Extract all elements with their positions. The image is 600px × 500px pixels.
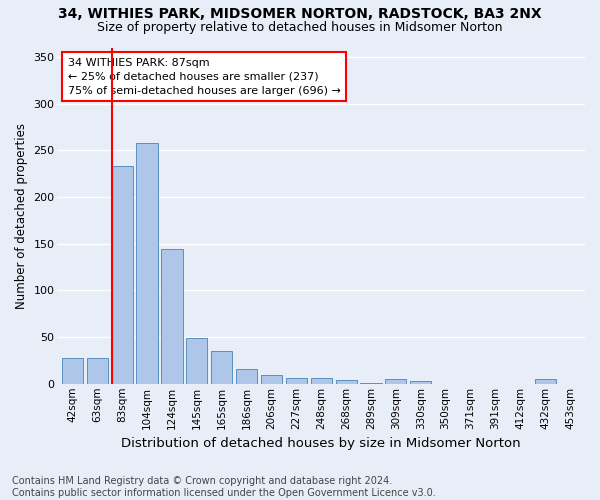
Bar	[261, 376, 282, 384]
Bar	[535, 379, 556, 384]
Text: 34 WITHIES PARK: 87sqm
← 25% of detached houses are smaller (237)
75% of semi-de: 34 WITHIES PARK: 87sqm ← 25% of detached…	[68, 58, 341, 96]
Bar	[112, 166, 133, 384]
Text: 34, WITHIES PARK, MIDSOMER NORTON, RADSTOCK, BA3 2NX: 34, WITHIES PARK, MIDSOMER NORTON, RADST…	[58, 8, 542, 22]
X-axis label: Distribution of detached houses by size in Midsomer Norton: Distribution of detached houses by size …	[121, 437, 521, 450]
Text: Size of property relative to detached houses in Midsomer Norton: Size of property relative to detached ho…	[97, 21, 503, 34]
Bar	[211, 351, 232, 384]
Bar	[385, 379, 406, 384]
Bar	[311, 378, 332, 384]
Bar	[361, 383, 382, 384]
Bar	[136, 143, 158, 384]
Bar	[286, 378, 307, 384]
Bar	[86, 358, 108, 384]
Bar	[62, 358, 83, 384]
Bar	[186, 338, 208, 384]
Bar	[335, 380, 356, 384]
Y-axis label: Number of detached properties: Number of detached properties	[15, 122, 28, 308]
Text: Contains HM Land Registry data © Crown copyright and database right 2024.
Contai: Contains HM Land Registry data © Crown c…	[12, 476, 436, 498]
Bar	[161, 250, 182, 384]
Bar	[410, 381, 431, 384]
Bar	[236, 369, 257, 384]
